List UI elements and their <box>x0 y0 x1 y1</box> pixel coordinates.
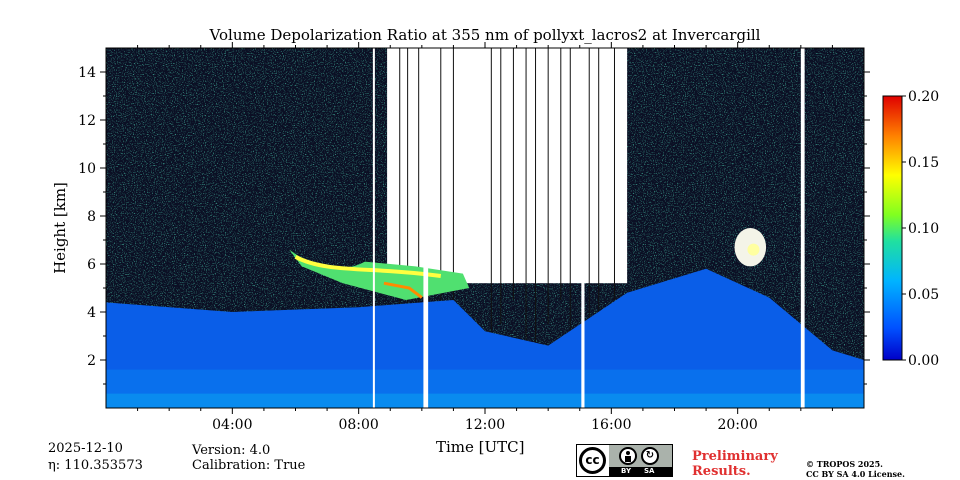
y-tick-label: 14 <box>78 65 96 81</box>
preliminary-line-1: Preliminary <box>692 449 778 464</box>
colorbar-tick-label: 0.05 <box>908 287 939 303</box>
y-tick-label: 12 <box>78 113 96 129</box>
x-tick-label: 20:00 <box>717 417 757 433</box>
y-tick-label: 8 <box>87 209 96 225</box>
colorbar-tick-label: 0.20 <box>908 89 939 105</box>
cc-license-badge: cc ↻ BY SA <box>576 444 673 477</box>
colorbar <box>882 95 903 361</box>
y-tick-label: 10 <box>78 161 96 177</box>
copyright-line-1: © TROPOS 2025. <box>806 459 883 469</box>
cc-icon: cc <box>579 447 606 474</box>
data-gap <box>423 48 429 408</box>
footer-eta: η: 110.353573 <box>48 458 143 473</box>
chart-title: Volume Depolarization Ratio at 355 nm of… <box>209 26 761 44</box>
copyright-line-2: CC BY SA 4.0 License. <box>806 469 905 479</box>
colorbar-tick-label: 0.00 <box>908 353 939 369</box>
x-tick-label: 16:00 <box>591 417 631 433</box>
y-axis-label: Height [km] <box>51 182 69 274</box>
data-gap <box>800 48 805 408</box>
colorbar-tick-label: 0.10 <box>908 221 939 237</box>
share-alike-icon: ↻ <box>641 447 659 465</box>
footer-calibration: Calibration: True <box>192 458 306 473</box>
y-tick-label: 2 <box>87 353 96 369</box>
colorbar-tick-label: 0.15 <box>908 155 939 171</box>
data-gap <box>372 48 375 408</box>
masked-region <box>387 48 628 284</box>
elevated-cloud-core <box>747 243 760 256</box>
x-tick-label: 12:00 <box>465 417 505 433</box>
y-tick-label: 6 <box>87 257 96 273</box>
aerosol-layer-peak <box>294 255 442 278</box>
attribution-icon <box>619 447 637 465</box>
x-tick-label: 04:00 <box>212 417 252 433</box>
sa-label: SA <box>644 467 655 475</box>
near-surface-layer <box>106 393 864 408</box>
aerosol-layer-max <box>383 281 423 299</box>
by-label: BY <box>621 467 632 475</box>
x-tick-label: 08:00 <box>338 417 378 433</box>
preliminary-line-2: Results. <box>692 464 751 479</box>
heatmap-area <box>106 48 864 408</box>
x-axis-label: Time [UTC] <box>436 438 525 456</box>
y-tick-label: 4 <box>87 305 96 321</box>
footer-version: Version: 4.0 <box>192 443 271 458</box>
data-gap <box>581 48 585 408</box>
footer-date: 2025-12-10 <box>48 441 123 456</box>
